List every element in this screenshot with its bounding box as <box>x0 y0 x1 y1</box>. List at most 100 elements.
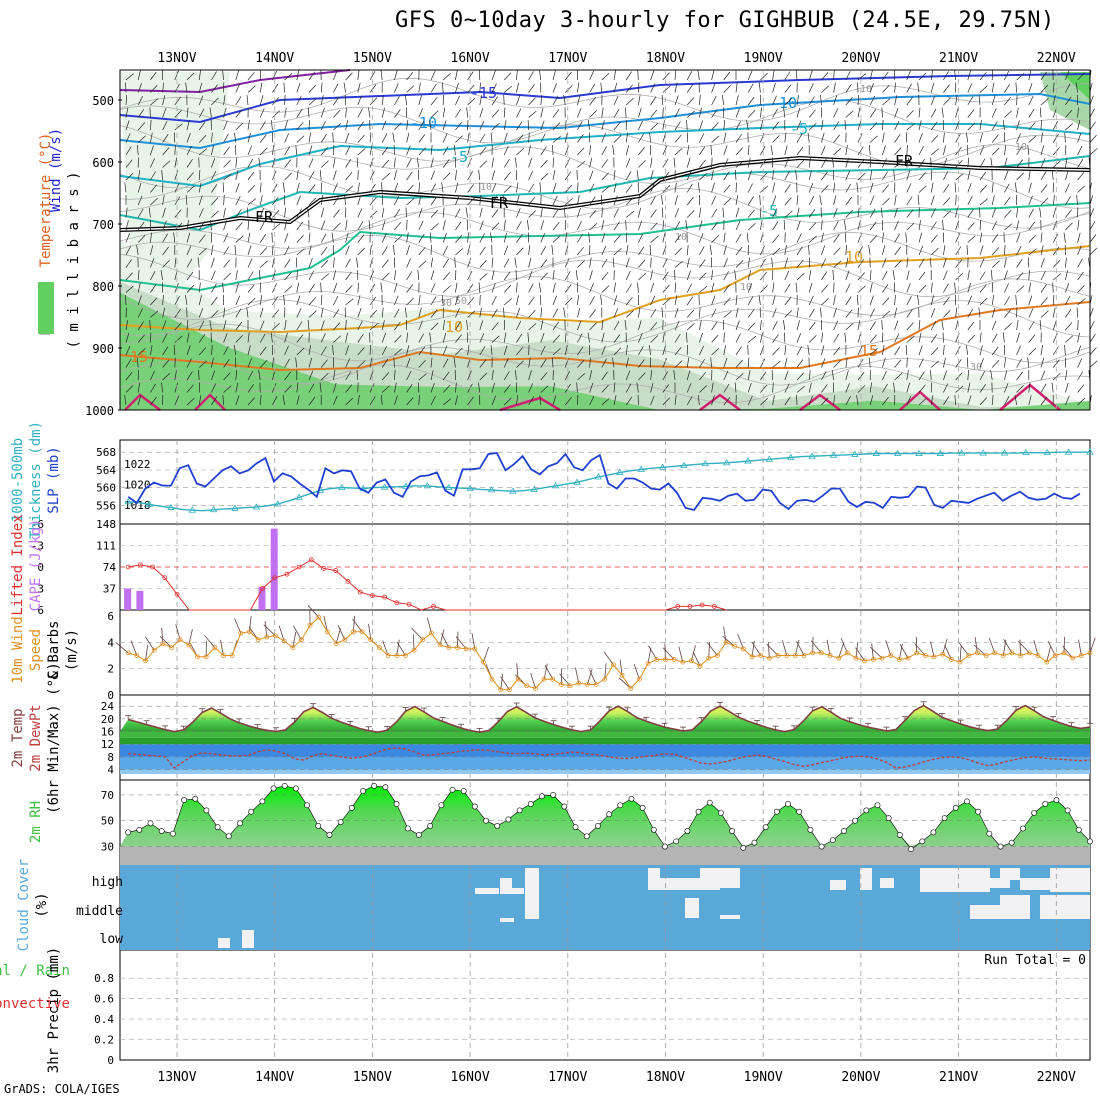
wind-barb <box>1089 247 1098 256</box>
wind-speed-marker <box>307 622 313 628</box>
wind-barb <box>833 95 838 106</box>
wind-barb <box>162 220 167 231</box>
rh-marker <box>863 807 870 814</box>
wind-barb <box>394 382 397 393</box>
wind-barb <box>686 245 689 256</box>
wind-barb <box>882 332 884 343</box>
wind-barb <box>478 170 481 181</box>
temp-tick-label: 24 <box>101 700 115 713</box>
wind-barb <box>516 395 519 406</box>
wind-barb <box>125 246 132 256</box>
wind-barb <box>198 295 202 306</box>
wind-barb <box>699 159 707 168</box>
wind-barb <box>320 207 325 218</box>
wind-barb <box>394 295 399 306</box>
wind-speed-marker <box>177 637 183 643</box>
wind-barb <box>603 651 614 665</box>
wind-barb <box>150 357 154 368</box>
wind-barb <box>1046 646 1051 663</box>
wind-barb <box>906 170 911 181</box>
wind-barb <box>674 295 678 306</box>
wind-speed-marker <box>992 650 998 656</box>
day-label-top: 20NOV <box>841 51 880 66</box>
wind-barb <box>943 257 947 268</box>
wind-barb <box>906 183 912 193</box>
wind-barb <box>396 639 400 656</box>
thickness-marker <box>915 449 923 456</box>
wind-barb <box>296 195 301 206</box>
wind-barb <box>699 371 706 381</box>
wind-barb <box>247 171 255 181</box>
wind-barb <box>455 95 460 106</box>
wind-barb <box>784 283 791 293</box>
wind-barb <box>544 665 554 680</box>
wind-barb <box>857 73 866 81</box>
wind-barb <box>247 397 255 406</box>
wind-barb <box>308 232 311 243</box>
wind-barb <box>1028 95 1034 106</box>
wind-barb <box>479 307 482 318</box>
wind-barb <box>259 247 268 256</box>
wind-barb <box>868 357 871 368</box>
wind-barb <box>1077 232 1081 243</box>
wind-barb <box>442 245 448 256</box>
wind-barb <box>345 371 352 381</box>
wind-barb <box>674 134 682 143</box>
wind-barb <box>381 233 387 243</box>
rh-tick-label: 70 <box>101 789 114 802</box>
wind-barb <box>223 159 231 168</box>
rh-marker <box>617 802 624 809</box>
wind-barb <box>368 220 371 231</box>
wind-barb <box>674 234 682 243</box>
wind-barb <box>833 282 835 293</box>
wind-barb <box>345 220 348 231</box>
wind-barb <box>137 122 146 131</box>
wind-barb <box>198 282 201 293</box>
wind-barb <box>601 72 610 81</box>
wind-barb <box>711 109 718 118</box>
wind-barb <box>295 357 298 368</box>
wind-barb <box>564 145 569 156</box>
wind-speed-marker <box>498 687 504 693</box>
day-label-top: 21NOV <box>939 51 978 66</box>
wind-barb <box>991 82 995 93</box>
wind-barb <box>137 235 146 243</box>
wind-barb <box>735 246 743 256</box>
wind-barb <box>293 625 302 640</box>
wind-barb <box>650 282 655 293</box>
wind-speed-marker <box>325 629 330 635</box>
wind-barb <box>869 95 876 106</box>
wind-barb <box>1052 294 1055 306</box>
wind-barb <box>955 320 959 331</box>
wind-barb <box>747 335 757 343</box>
wind-barb <box>723 396 731 406</box>
wind-barb <box>552 270 555 281</box>
wind-barb <box>145 636 155 651</box>
wind-barb <box>441 295 444 306</box>
wind-barb <box>845 257 849 268</box>
day-label-bottom: 16NOV <box>451 1070 490 1085</box>
wind-barb <box>272 145 275 156</box>
wind-barb <box>353 615 355 632</box>
wind-barb <box>467 396 474 406</box>
wind-barb <box>412 634 415 651</box>
thickness-marker <box>851 450 859 457</box>
wind-barb <box>832 157 834 168</box>
wind-barb <box>453 357 456 368</box>
thickness-marker <box>1064 448 1073 455</box>
thickness-marker <box>145 500 154 507</box>
panel-frame-upper <box>119 69 1091 411</box>
wind-barb <box>918 258 925 268</box>
wind-barb <box>564 258 570 268</box>
wind-barb <box>491 270 495 281</box>
rh-marker <box>483 817 489 824</box>
wind-barb <box>174 196 181 206</box>
wind-barb <box>162 107 167 118</box>
wind-barb <box>772 334 779 343</box>
wind-speed-marker <box>1070 655 1076 661</box>
wind-barb <box>235 157 238 168</box>
wind-barb <box>796 394 798 406</box>
wind-barb <box>930 641 935 657</box>
wind-barb <box>381 272 390 281</box>
wind-barb <box>197 257 200 268</box>
